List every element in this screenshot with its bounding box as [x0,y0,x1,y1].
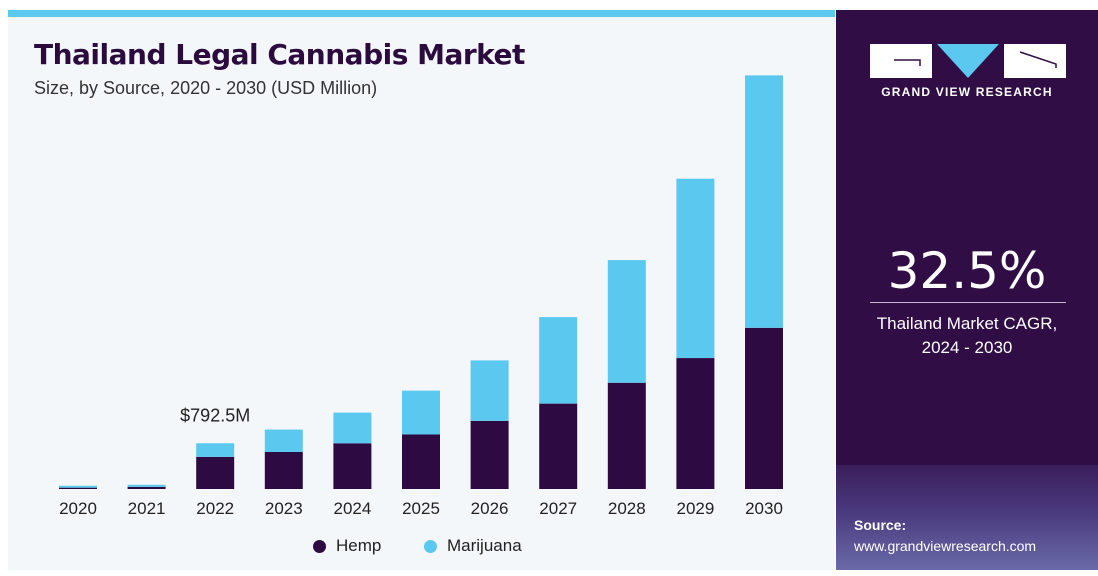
bar-hemp-2023 [264,451,303,489]
legend-label-hemp: Hemp [336,536,382,555]
bar-marijuana-2028 [607,260,646,383]
bar-marijuana-2025 [402,390,440,435]
bar-hemp-2027 [539,403,578,489]
cagr-value: 32.5% [887,242,1047,300]
x-tick-label-2022: 2022 [196,499,234,518]
bar-hemp-2029 [676,358,715,489]
bar-marijuana-2020 [59,485,97,488]
gvr-logo-icon [870,44,1066,78]
bar-marijuana-2030 [745,75,783,328]
legend-item-hemp: Hemp [313,536,381,556]
bar-marijuana-2021 [127,484,166,487]
bar-hemp-2025 [402,434,440,489]
x-tick-label-2025: 2025 [402,499,440,518]
bar-marijuana-2023 [264,429,303,452]
stacked-bar-chart: 2020 2021 2022 2023 2024 2025 2026 2027 2028 2029… [59,75,783,518]
brand-name: GRAND VIEW RESEARCH [881,85,1053,99]
bar-hemp-2028 [607,382,646,489]
bar-marijuana-2026 [470,360,509,421]
x-tick-label-2021: 2021 [128,499,166,518]
chart-legend: Hemp Marijuana [0,536,835,558]
x-tick-label-2023: 2023 [265,499,303,518]
sidebar-panel: GRAND VIEW RESEARCH 32.5% Thailand Marke… [836,10,1098,570]
cagr-label: Thailand Market CAGR, 2024 - 2030 [836,312,1098,360]
data-label-2022: $792.5M [180,405,250,425]
cagr-label-line2: 2024 - 2030 [921,338,1013,357]
bar-marijuana-2024 [333,412,372,444]
chart-title: Thailand Legal Cannabis Market [34,38,525,71]
bar-marijuana-2022 [196,443,235,457]
cagr-label-line1: Thailand Market CAGR, [876,314,1058,333]
bar-hemp-2024 [333,443,372,489]
bar-hemp-2030 [745,327,783,489]
bar-marijuana-2027 [539,317,578,404]
bar-hemp-2020 [59,487,97,489]
x-tick-label-2024: 2024 [333,499,371,518]
source-band [836,465,1098,570]
legend-label-marijuana: Marijuana [447,536,522,555]
x-tick-label-2027: 2027 [539,499,577,518]
legend-swatch-marijuana [424,539,437,553]
bar-hemp-2022 [196,456,235,489]
x-tick-label-2028: 2028 [608,499,646,518]
source-link[interactable]: www.grandviewresearch.com [854,538,1037,554]
bar-marijuana-2029 [676,178,715,359]
bar-hemp-2021 [127,486,166,489]
bar-hemp-2026 [470,420,509,489]
legend-swatch-hemp [313,539,326,553]
legend-item-marijuana: Marijuana [424,536,522,556]
accent-strip [8,10,835,17]
x-tick-label-2029: 2029 [676,499,714,518]
x-tick-label-2020: 2020 [59,499,97,518]
source-label: Source: [854,517,907,533]
x-tick-label-2030: 2030 [745,499,783,518]
cagr-divider [870,302,1066,303]
chart-subtitle: Size, by Source, 2020 - 2030 (USD Millio… [34,78,378,98]
x-tick-label-2026: 2026 [471,499,509,518]
